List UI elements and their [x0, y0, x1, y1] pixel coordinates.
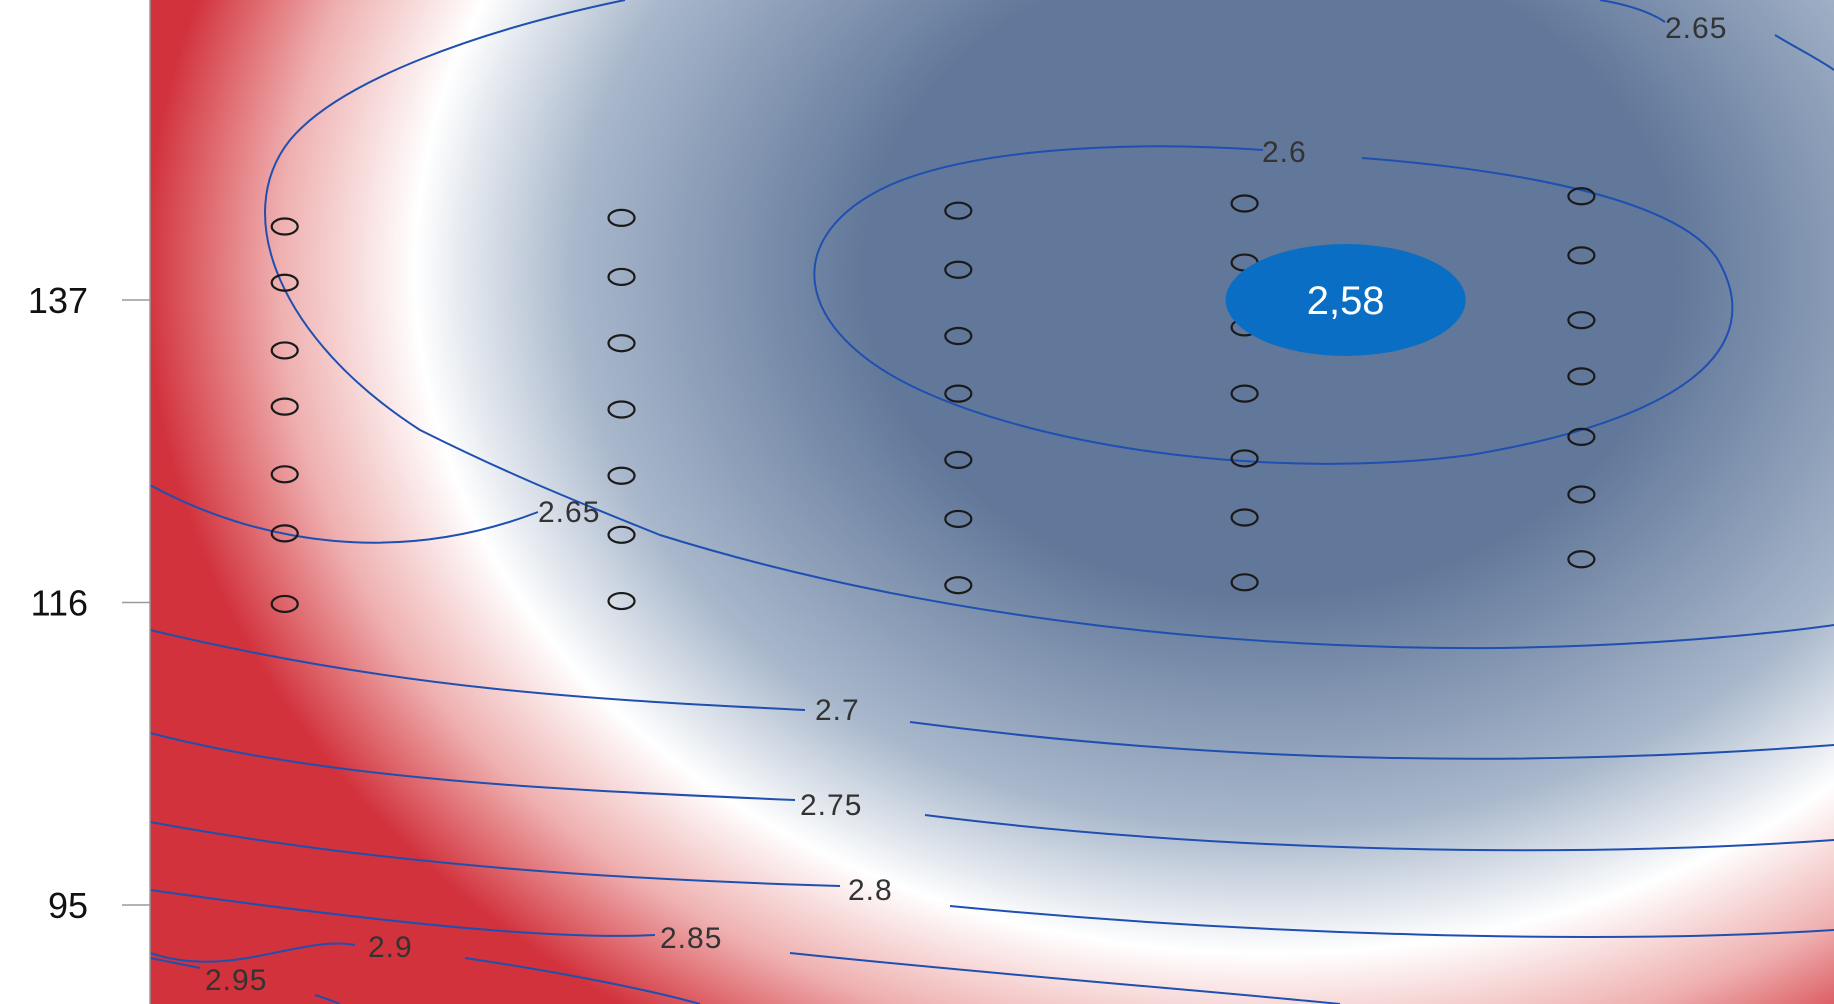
design-point — [944, 384, 973, 403]
design-point — [1230, 573, 1259, 592]
design-point — [607, 466, 636, 485]
design-point — [1567, 367, 1596, 386]
design-point — [270, 217, 299, 236]
y-tick-label: 95 — [48, 885, 88, 926]
design-point — [1230, 449, 1259, 468]
contour-line-2.95 — [150, 957, 341, 1004]
design-point — [270, 465, 299, 484]
contour-line-2.75 — [150, 732, 1834, 852]
design-point — [1567, 485, 1596, 504]
contour-line-2.9 — [150, 942, 701, 1004]
design-point — [1567, 427, 1596, 446]
minimum-callout-badge — [1225, 244, 1466, 356]
contour-label-2.7: 2.7 — [815, 694, 860, 727]
y-tick-label: 137 — [28, 280, 88, 321]
design-point — [270, 594, 299, 614]
contour-label-2.75: 2.75 — [800, 789, 862, 822]
contour-label-2.65-left: 2.65 — [538, 496, 600, 529]
design-point — [270, 273, 299, 292]
design-point — [270, 524, 299, 543]
design-point — [270, 397, 299, 416]
contour-line-2.65-top-right — [1774, 34, 1834, 71]
design-point — [1567, 246, 1596, 265]
contour-label-2.9: 2.9 — [368, 931, 413, 964]
design-point — [607, 334, 636, 353]
contour-label-2.95: 2.95 — [205, 964, 267, 997]
contour-labels: 2.6 2.65 2.65 2.7 2.75 2.8 2.85 2.9 2.95 — [205, 12, 1727, 997]
minimum-callout-label: 2,58 — [1307, 279, 1385, 323]
plot-area — [150, 0, 1834, 1004]
design-point — [1567, 550, 1596, 569]
contour-line-2.65-left — [150, 484, 539, 544]
contour-label-2.6: 2.6 — [1262, 136, 1307, 169]
contour-label-2.85: 2.85 — [660, 922, 722, 955]
contour-line-2.6 — [813, 145, 1734, 465]
design-point — [944, 576, 973, 595]
y-axis: 137 116 95 — [28, 0, 151, 1004]
design-point — [1230, 508, 1259, 527]
minimum-callout: 2,58 — [1225, 244, 1466, 356]
design-point — [944, 201, 973, 220]
design-point — [1567, 187, 1596, 206]
contour-line-2.85 — [150, 889, 1341, 1004]
design-point — [944, 509, 973, 529]
contour-line-2.65-top — [1599, 0, 1666, 23]
design-point — [607, 400, 636, 419]
design-point — [1567, 311, 1596, 330]
contour-line-2.65 — [264, 0, 1834, 650]
design-point — [607, 525, 636, 544]
design-point — [607, 208, 636, 227]
contour-label-2.8: 2.8 — [848, 874, 893, 907]
design-point — [1230, 194, 1259, 213]
design-point — [944, 326, 973, 346]
contour-lines — [150, 0, 1834, 1004]
design-point — [1230, 384, 1259, 403]
design-point — [607, 267, 636, 287]
contour-line-2.8 — [150, 821, 1834, 938]
contour-label-2.65-top: 2.65 — [1665, 12, 1727, 45]
contour-line-2.7 — [150, 629, 1834, 760]
y-tick-label: 116 — [31, 583, 88, 624]
design-point — [270, 341, 299, 360]
design-point — [944, 260, 973, 279]
design-point — [944, 450, 973, 469]
design-point — [607, 591, 636, 611]
